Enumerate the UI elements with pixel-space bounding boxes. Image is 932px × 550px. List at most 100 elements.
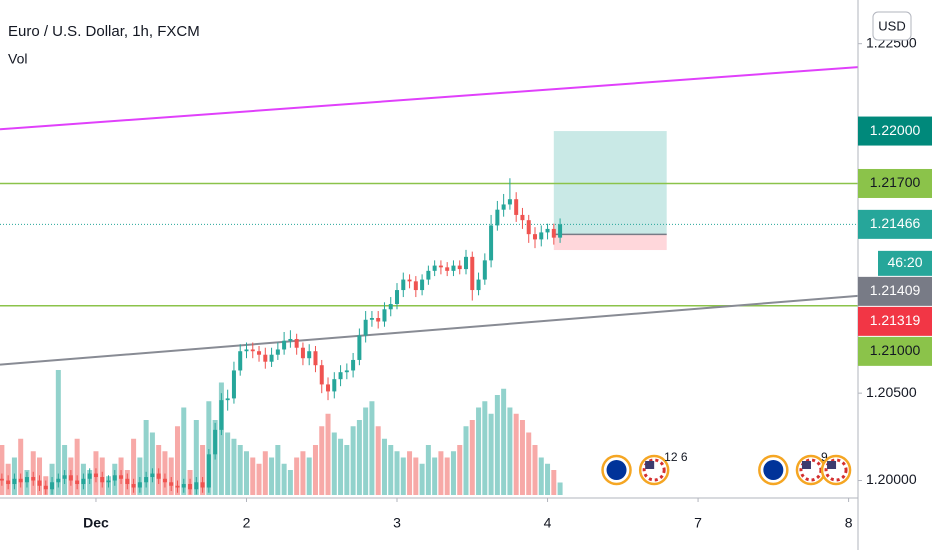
volume-bar [143, 420, 149, 495]
price-label-box [858, 168, 932, 198]
currency-label: USD [878, 18, 905, 33]
candle-body [62, 475, 67, 479]
candle-body [43, 485, 48, 490]
candle-body [206, 454, 211, 488]
candle-body [188, 484, 193, 490]
volume-bar [450, 451, 456, 495]
candle-body [420, 279, 425, 291]
event-flag-eu [606, 460, 627, 480]
volume-bar [62, 445, 68, 495]
candle-body [407, 279, 412, 282]
candle-body [401, 279, 406, 291]
candle-body [501, 204, 506, 210]
candle-body [332, 379, 337, 392]
price-label-box [858, 209, 932, 239]
candle-body [507, 199, 512, 205]
event-label: 9 [821, 450, 828, 464]
volume-bar [319, 426, 325, 495]
candle-body [438, 265, 443, 268]
candle-body [269, 354, 274, 362]
candle-body [526, 220, 531, 235]
volume-bar [425, 445, 431, 495]
volume-bar [419, 463, 425, 495]
candle-body [514, 199, 519, 215]
candle-body [194, 482, 199, 490]
volume-bar [18, 438, 24, 495]
volume-bar [250, 457, 256, 495]
volume-bar [294, 457, 300, 495]
candle-body [457, 265, 462, 270]
candle-body [395, 290, 400, 305]
volume-bar [231, 438, 237, 495]
volume-bar [174, 426, 180, 495]
candle-body [489, 225, 494, 261]
volume-bar [432, 457, 438, 495]
volume-bar [331, 432, 337, 495]
price-label-box [858, 276, 932, 306]
candle-body [106, 480, 111, 483]
candle-body [451, 265, 456, 271]
volume-bar [181, 407, 187, 495]
volume-bar [551, 470, 557, 495]
volume-bar [557, 482, 563, 495]
candle-body [545, 228, 550, 233]
candle-body [307, 351, 312, 359]
volume-bar [256, 463, 262, 495]
candle-body [532, 234, 537, 240]
candle-body [558, 224, 563, 238]
candle-body [476, 279, 481, 291]
volume-bar [149, 432, 155, 495]
candle-body [31, 477, 36, 481]
volume-bar [463, 426, 469, 495]
volume-bar [350, 426, 356, 495]
candle-body [213, 429, 218, 455]
candle-body [219, 400, 224, 430]
candle-body [257, 351, 262, 355]
volume-bar [131, 438, 137, 495]
event-marker [601, 454, 632, 486]
candle-body [169, 482, 174, 486]
candle-body [119, 475, 124, 479]
indicator-label: Vol [8, 51, 27, 67]
candle-body [87, 473, 92, 479]
price-label: 1.22000 [870, 122, 921, 138]
candle-body [357, 335, 362, 360]
candle-body [376, 318, 381, 322]
candle-body [6, 480, 11, 485]
volume-bar [0, 445, 5, 495]
candle-body [112, 475, 117, 481]
candle-body [175, 485, 180, 488]
x-tick-label: 4 [544, 515, 552, 531]
candle-body [162, 478, 167, 483]
event-marker: 12 6 [638, 450, 688, 486]
volume-bar [488, 413, 494, 495]
volume-bar [225, 432, 231, 495]
y-tick-label: 1.20000 [866, 471, 917, 487]
event-flag-canton [827, 461, 837, 469]
x-tick-label: 2 [243, 515, 251, 531]
currency-button[interactable] [872, 11, 912, 41]
event-flag-canton [645, 461, 655, 469]
candle-body [300, 347, 305, 359]
position-profit-zone [553, 131, 667, 235]
candle-body [244, 349, 249, 352]
candle-body [326, 384, 331, 392]
candle-body [294, 338, 299, 348]
volume-bar [243, 451, 249, 495]
candle-body [551, 228, 556, 238]
candle-body [388, 304, 393, 310]
y-tick-label: 1.20500 [866, 384, 917, 400]
volume-bar [356, 420, 362, 495]
candle-body [470, 256, 475, 291]
price-label: 1.21409 [870, 282, 921, 298]
candle-body [445, 267, 450, 271]
volume-bar [519, 420, 525, 495]
volume-bar [526, 432, 532, 495]
volume-bar [74, 438, 80, 495]
price-label-box [858, 336, 932, 366]
candle-body [495, 209, 500, 226]
volume-bar [501, 388, 507, 495]
volume-bar [200, 445, 206, 495]
